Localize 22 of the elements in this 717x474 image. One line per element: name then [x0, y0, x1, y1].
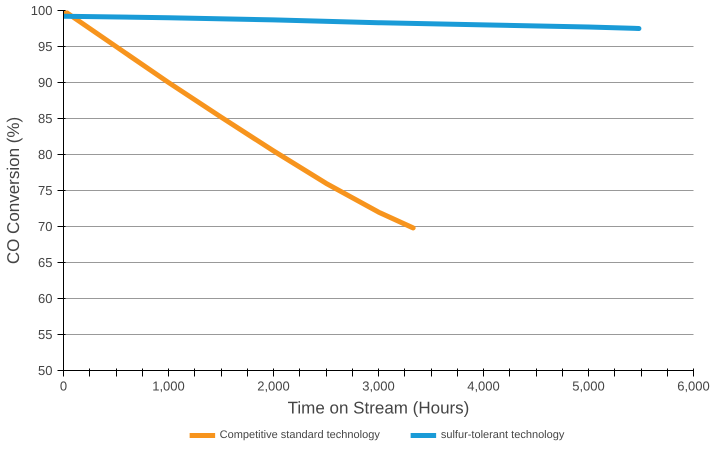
y-tick-label: 100 — [30, 3, 53, 18]
x-tick-label: 2,000 — [257, 378, 290, 394]
y-tick-label: 90 — [38, 75, 53, 90]
y-axis-title: CO Conversion (%) — [4, 116, 23, 264]
x-tick-label: 1,000 — [152, 378, 185, 394]
y-tick-label: 60 — [38, 291, 53, 306]
y-tick-label: 65 — [38, 255, 53, 270]
legend-label: sulfur-tolerant technology — [440, 429, 564, 441]
legend-label: Competitive standard technology — [220, 429, 380, 441]
y-tick-label: 70 — [38, 219, 53, 234]
x-tick-label: 3,000 — [362, 378, 395, 394]
y-tick-label: 50 — [38, 363, 53, 378]
y-tick-label: 95 — [38, 39, 53, 54]
y-tick-label: 75 — [38, 183, 53, 198]
x-tick-label: 6,000 — [677, 378, 710, 394]
x-tick-label: 0 — [60, 378, 68, 394]
x-tick-label: 4,000 — [467, 378, 500, 394]
y-tick-label: 80 — [38, 147, 53, 162]
y-tick-label: 55 — [38, 327, 53, 342]
x-tick-label: 5,000 — [572, 378, 605, 394]
x-axis-title: Time on Stream (Hours) — [288, 398, 470, 418]
y-tick-label: 85 — [38, 111, 53, 126]
